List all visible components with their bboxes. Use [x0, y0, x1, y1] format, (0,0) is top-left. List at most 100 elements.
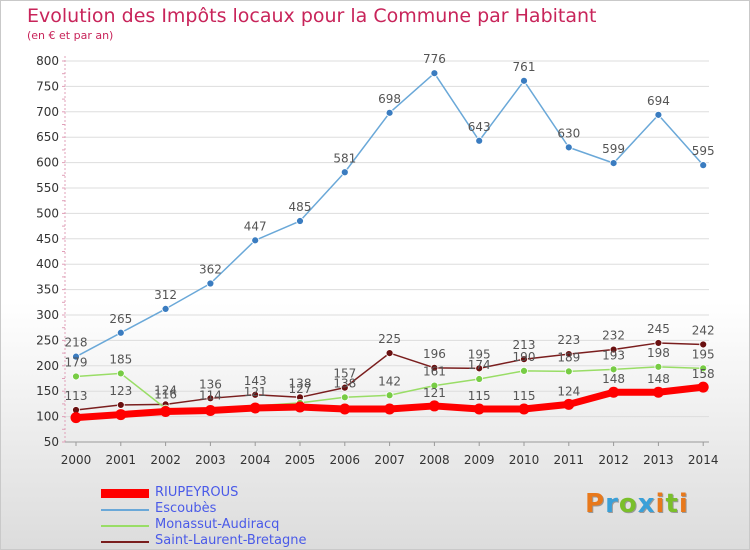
data-label: 599 [602, 142, 625, 156]
legend-item: Saint-Laurent-Bretagne [101, 533, 431, 549]
data-label: 362 [199, 263, 222, 277]
data-label: 225 [378, 332, 401, 346]
data-point [206, 279, 215, 288]
data-point [116, 369, 125, 378]
data-label: 158 [692, 367, 715, 381]
data-point [430, 363, 439, 372]
data-point [115, 409, 127, 421]
data-point [72, 352, 80, 361]
data-label: 124 [154, 383, 177, 397]
data-point [699, 161, 708, 170]
data-label: 447 [244, 219, 267, 233]
data-point [72, 372, 80, 381]
data-label: 265 [109, 312, 132, 326]
data-label: 179 [65, 355, 88, 369]
x-tick-label: 2002 [150, 453, 181, 467]
data-label: 115 [468, 389, 491, 403]
x-tick-label: 2010 [509, 453, 540, 467]
x-tick-label: 2009 [464, 453, 495, 467]
legend-label: Escoubès [155, 501, 217, 516]
y-tick-label: 500 [36, 206, 59, 220]
data-label: 138 [333, 376, 356, 390]
data-point [340, 383, 349, 392]
y-tick-label: 450 [36, 232, 59, 246]
legend: RIUPEYROUS Escoubès Monassut-Audiracq Saint… [101, 485, 431, 549]
data-point [652, 386, 664, 398]
data-label: 114 [199, 388, 222, 402]
data-point [520, 366, 528, 375]
data-point [294, 401, 306, 413]
data-point [385, 349, 394, 358]
x-tick-label: 2003 [195, 453, 226, 467]
data-label: 232 [602, 329, 625, 343]
data-point [699, 364, 708, 373]
data-point [697, 381, 709, 393]
legend-swatch [101, 489, 149, 498]
data-label: 142 [378, 374, 401, 388]
data-label: 595 [692, 144, 715, 158]
legend-label: Saint-Laurent-Bretagne [155, 533, 307, 548]
x-tick-label: 2001 [106, 453, 137, 467]
data-label: 761 [513, 60, 536, 74]
data-label: 776 [423, 52, 446, 66]
data-label: 136 [199, 377, 222, 391]
data-label: 213 [513, 338, 536, 352]
data-point [654, 339, 663, 347]
y-tick-label: 250 [36, 333, 59, 347]
legend-swatch [101, 541, 149, 543]
y-tick-label: 750 [36, 79, 59, 93]
data-label: 123 [109, 384, 132, 398]
data-point [161, 305, 170, 313]
data-label: 485 [289, 200, 312, 214]
data-label: 148 [647, 372, 670, 386]
legend-item: Escoubès [101, 501, 431, 517]
data-point [251, 236, 260, 245]
data-label: 312 [154, 288, 177, 302]
data-point [564, 367, 573, 376]
data-label: 127 [289, 382, 312, 396]
legend-swatch [101, 525, 149, 527]
y-tick-label: 150 [36, 384, 59, 398]
y-tick-label: 650 [36, 130, 59, 144]
data-label: 116 [154, 387, 177, 401]
x-tick-label: 2007 [374, 453, 405, 467]
y-tick-label: 350 [36, 283, 59, 297]
data-point [520, 76, 528, 85]
data-label: 643 [468, 120, 491, 134]
data-point [116, 328, 125, 337]
data-point [249, 402, 261, 414]
data-point [339, 403, 351, 415]
data-label: 193 [602, 348, 625, 362]
data-point [475, 364, 484, 373]
data-label: 121 [244, 385, 267, 399]
data-label: 242 [692, 323, 715, 337]
brand-logo: Proxiti [585, 489, 689, 519]
data-label: 161 [423, 365, 446, 379]
data-label: 190 [513, 350, 536, 364]
data-point [251, 390, 260, 399]
x-tick-label: 2006 [330, 453, 361, 467]
data-point [70, 412, 82, 424]
data-point [699, 340, 708, 349]
x-tick-label: 2011 [554, 453, 585, 467]
data-label: 185 [109, 352, 132, 366]
data-point [384, 403, 396, 415]
y-tick-label: 400 [36, 257, 59, 271]
y-tick-label: 600 [36, 156, 59, 170]
x-tick-label: 2013 [643, 453, 674, 467]
data-label: 196 [423, 347, 446, 361]
y-tick-label: 300 [36, 308, 59, 322]
data-point [609, 345, 618, 354]
data-label: 218 [65, 336, 88, 350]
data-label: 124 [557, 384, 580, 398]
x-tick-label: 2008 [419, 453, 450, 467]
x-tick-label: 2014 [688, 453, 719, 467]
data-label: 581 [333, 151, 356, 165]
data-label: 138 [289, 376, 312, 390]
x-tick-label: 2005 [285, 453, 316, 467]
data-point [340, 393, 349, 402]
data-point [520, 355, 528, 364]
data-label: 195 [468, 347, 491, 361]
